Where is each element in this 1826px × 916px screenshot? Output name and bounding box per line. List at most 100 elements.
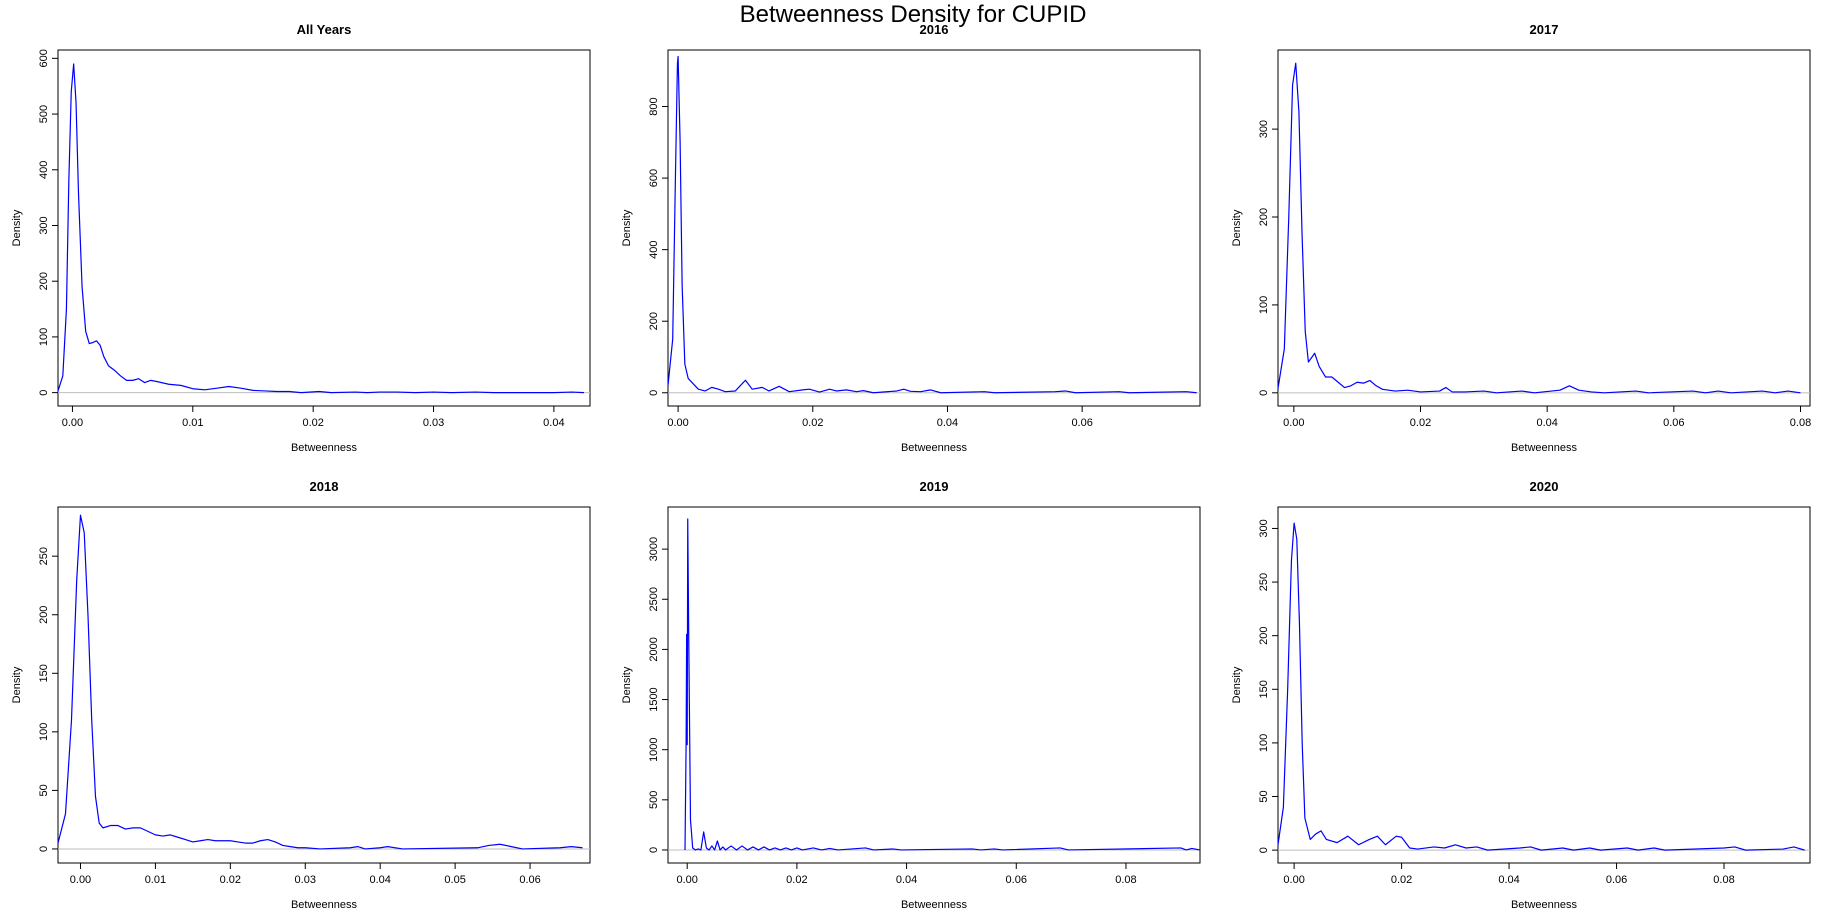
x-tick-label: 0.01 bbox=[182, 417, 203, 429]
y-axis-label: Density bbox=[11, 666, 23, 703]
y-tick-label: 200 bbox=[1258, 626, 1270, 644]
y-tick-label: 500 bbox=[38, 105, 50, 123]
y-tick-label: 0 bbox=[1258, 847, 1270, 853]
x-tick-label: 0.05 bbox=[444, 874, 465, 886]
x-tick-label: 0.02 bbox=[220, 874, 241, 886]
y-tick-label: 100 bbox=[38, 723, 50, 741]
y-tick-label: 0 bbox=[1258, 390, 1270, 396]
x-tick-label: 0.02 bbox=[1391, 874, 1412, 886]
plot-frame bbox=[667, 49, 1201, 407]
y-tick-label: 500 bbox=[648, 791, 660, 809]
y-tick-label: 250 bbox=[38, 547, 50, 565]
x-tick-label: 0.06 bbox=[1006, 874, 1027, 886]
y-tick-label: 300 bbox=[38, 216, 50, 234]
y-axis-label: Density bbox=[621, 209, 633, 246]
y-tick-label: 0 bbox=[648, 847, 660, 853]
y-axis-label: Density bbox=[11, 209, 23, 246]
density-curve bbox=[1277, 522, 1805, 851]
x-tick-label: 0.06 bbox=[1663, 417, 1684, 429]
x-tick-label: 0.02 bbox=[1410, 417, 1431, 429]
panel-5: 2020 0.00 0.02 0.04 0.06 0.08 0 50 100 150 200 250 3… bbox=[1231, 479, 1811, 911]
panel-title: 2016 bbox=[920, 22, 949, 37]
x-tick-label: 0.02 bbox=[802, 417, 823, 429]
y-tick-label: 1000 bbox=[648, 737, 660, 761]
density-curve bbox=[57, 63, 585, 394]
x-tick-label: 0.04 bbox=[369, 874, 390, 886]
y-tick-label: 800 bbox=[648, 97, 660, 115]
x-tick-label: 0.04 bbox=[937, 417, 958, 429]
x-tick-label: 0.00 bbox=[1283, 874, 1304, 886]
x-tick-label: 0.04 bbox=[1498, 874, 1519, 886]
y-tick-label: 600 bbox=[38, 49, 50, 67]
y-tick-label: 200 bbox=[1258, 208, 1270, 226]
x-tick-label: 0.00 bbox=[676, 874, 697, 886]
y-tick-label: 0 bbox=[38, 390, 50, 396]
y-tick-label: 100 bbox=[1258, 734, 1270, 752]
x-tick-label: 0.02 bbox=[302, 417, 323, 429]
x-tick-label: 0.03 bbox=[423, 417, 444, 429]
y-tick-label: 400 bbox=[38, 161, 50, 179]
x-tick-label: 0.00 bbox=[667, 417, 688, 429]
x-axis-label: Betweenness bbox=[901, 442, 968, 454]
y-tick-label: 200 bbox=[38, 606, 50, 624]
panel-1: 2016 0.00 0.02 0.04 0.06 0 200 400 600 800 Between… bbox=[621, 22, 1201, 454]
panel-title: 2020 bbox=[1530, 479, 1559, 494]
x-axis-label: Betweenness bbox=[291, 442, 358, 454]
y-tick-label: 2500 bbox=[648, 587, 660, 611]
panel-3: 2018 0.00 0.01 0.02 0.03 0.04 0.05 0.06 0 50 100 15… bbox=[11, 479, 591, 911]
x-tick-label: 0.01 bbox=[145, 874, 166, 886]
y-tick-label: 3000 bbox=[648, 537, 660, 561]
x-tick-label: 0.06 bbox=[1606, 874, 1627, 886]
y-tick-label: 300 bbox=[1258, 519, 1270, 537]
density-curve bbox=[684, 518, 1201, 851]
panel-title: All Years bbox=[297, 22, 352, 37]
x-tick-label: 0.02 bbox=[786, 874, 807, 886]
x-tick-label: 0.00 bbox=[62, 417, 83, 429]
y-tick-label: 100 bbox=[38, 328, 50, 346]
y-axis-label: Density bbox=[1231, 666, 1243, 703]
y-tick-label: 200 bbox=[648, 312, 660, 330]
x-tick-label: 0.00 bbox=[1283, 417, 1304, 429]
x-tick-label: 0.03 bbox=[295, 874, 316, 886]
x-tick-label: 0.06 bbox=[1071, 417, 1092, 429]
plot-frame bbox=[57, 506, 591, 864]
x-tick-label: 0.04 bbox=[543, 417, 564, 429]
y-tick-label: 250 bbox=[1258, 573, 1270, 591]
y-tick-label: 2000 bbox=[648, 637, 660, 661]
x-tick-label: 0.00 bbox=[70, 874, 91, 886]
x-axis-label: Betweenness bbox=[1511, 899, 1578, 911]
x-tick-label: 0.08 bbox=[1713, 874, 1734, 886]
x-tick-label: 0.04 bbox=[896, 874, 917, 886]
panel-2: 2017 0.00 0.02 0.04 0.06 0.08 0 100 200 300 Betwee… bbox=[1231, 22, 1811, 454]
y-axis-label: Density bbox=[621, 666, 633, 703]
y-tick-label: 150 bbox=[38, 664, 50, 682]
panel-title: 2018 bbox=[310, 479, 339, 494]
x-tick-label: 0.08 bbox=[1790, 417, 1811, 429]
x-axis-label: Betweenness bbox=[291, 899, 358, 911]
x-tick-label: 0.04 bbox=[1536, 417, 1557, 429]
x-tick-label: 0.08 bbox=[1115, 874, 1136, 886]
x-axis-label: Betweenness bbox=[1511, 442, 1578, 454]
figure-title: Betweenness Density for CUPID bbox=[739, 1, 1087, 28]
x-axis-label: Betweenness bbox=[901, 899, 968, 911]
panel-title: 2017 bbox=[1530, 22, 1559, 37]
y-tick-label: 400 bbox=[648, 240, 660, 258]
density-curve bbox=[1277, 62, 1801, 394]
y-tick-label: 0 bbox=[648, 390, 660, 396]
y-tick-label: 200 bbox=[38, 272, 50, 290]
plot-frame bbox=[1277, 49, 1811, 407]
panel-0: All Years 0.00 0.01 0.02 0.03 0.04 0 100 200 300 4… bbox=[11, 22, 591, 454]
plot-frame bbox=[57, 49, 591, 407]
plot-frame bbox=[1277, 506, 1811, 864]
panel-4: 2019 0.00 0.02 0.04 0.06 0.08 0 500 1000 1500 2000… bbox=[621, 479, 1201, 911]
density-curve bbox=[667, 55, 1197, 394]
y-tick-label: 50 bbox=[1258, 790, 1270, 802]
y-tick-label: 0 bbox=[38, 846, 50, 852]
panel-title: 2019 bbox=[920, 479, 949, 494]
density-curve bbox=[57, 514, 583, 850]
y-tick-label: 150 bbox=[1258, 680, 1270, 698]
y-tick-label: 1500 bbox=[648, 687, 660, 711]
y-tick-label: 600 bbox=[648, 169, 660, 187]
